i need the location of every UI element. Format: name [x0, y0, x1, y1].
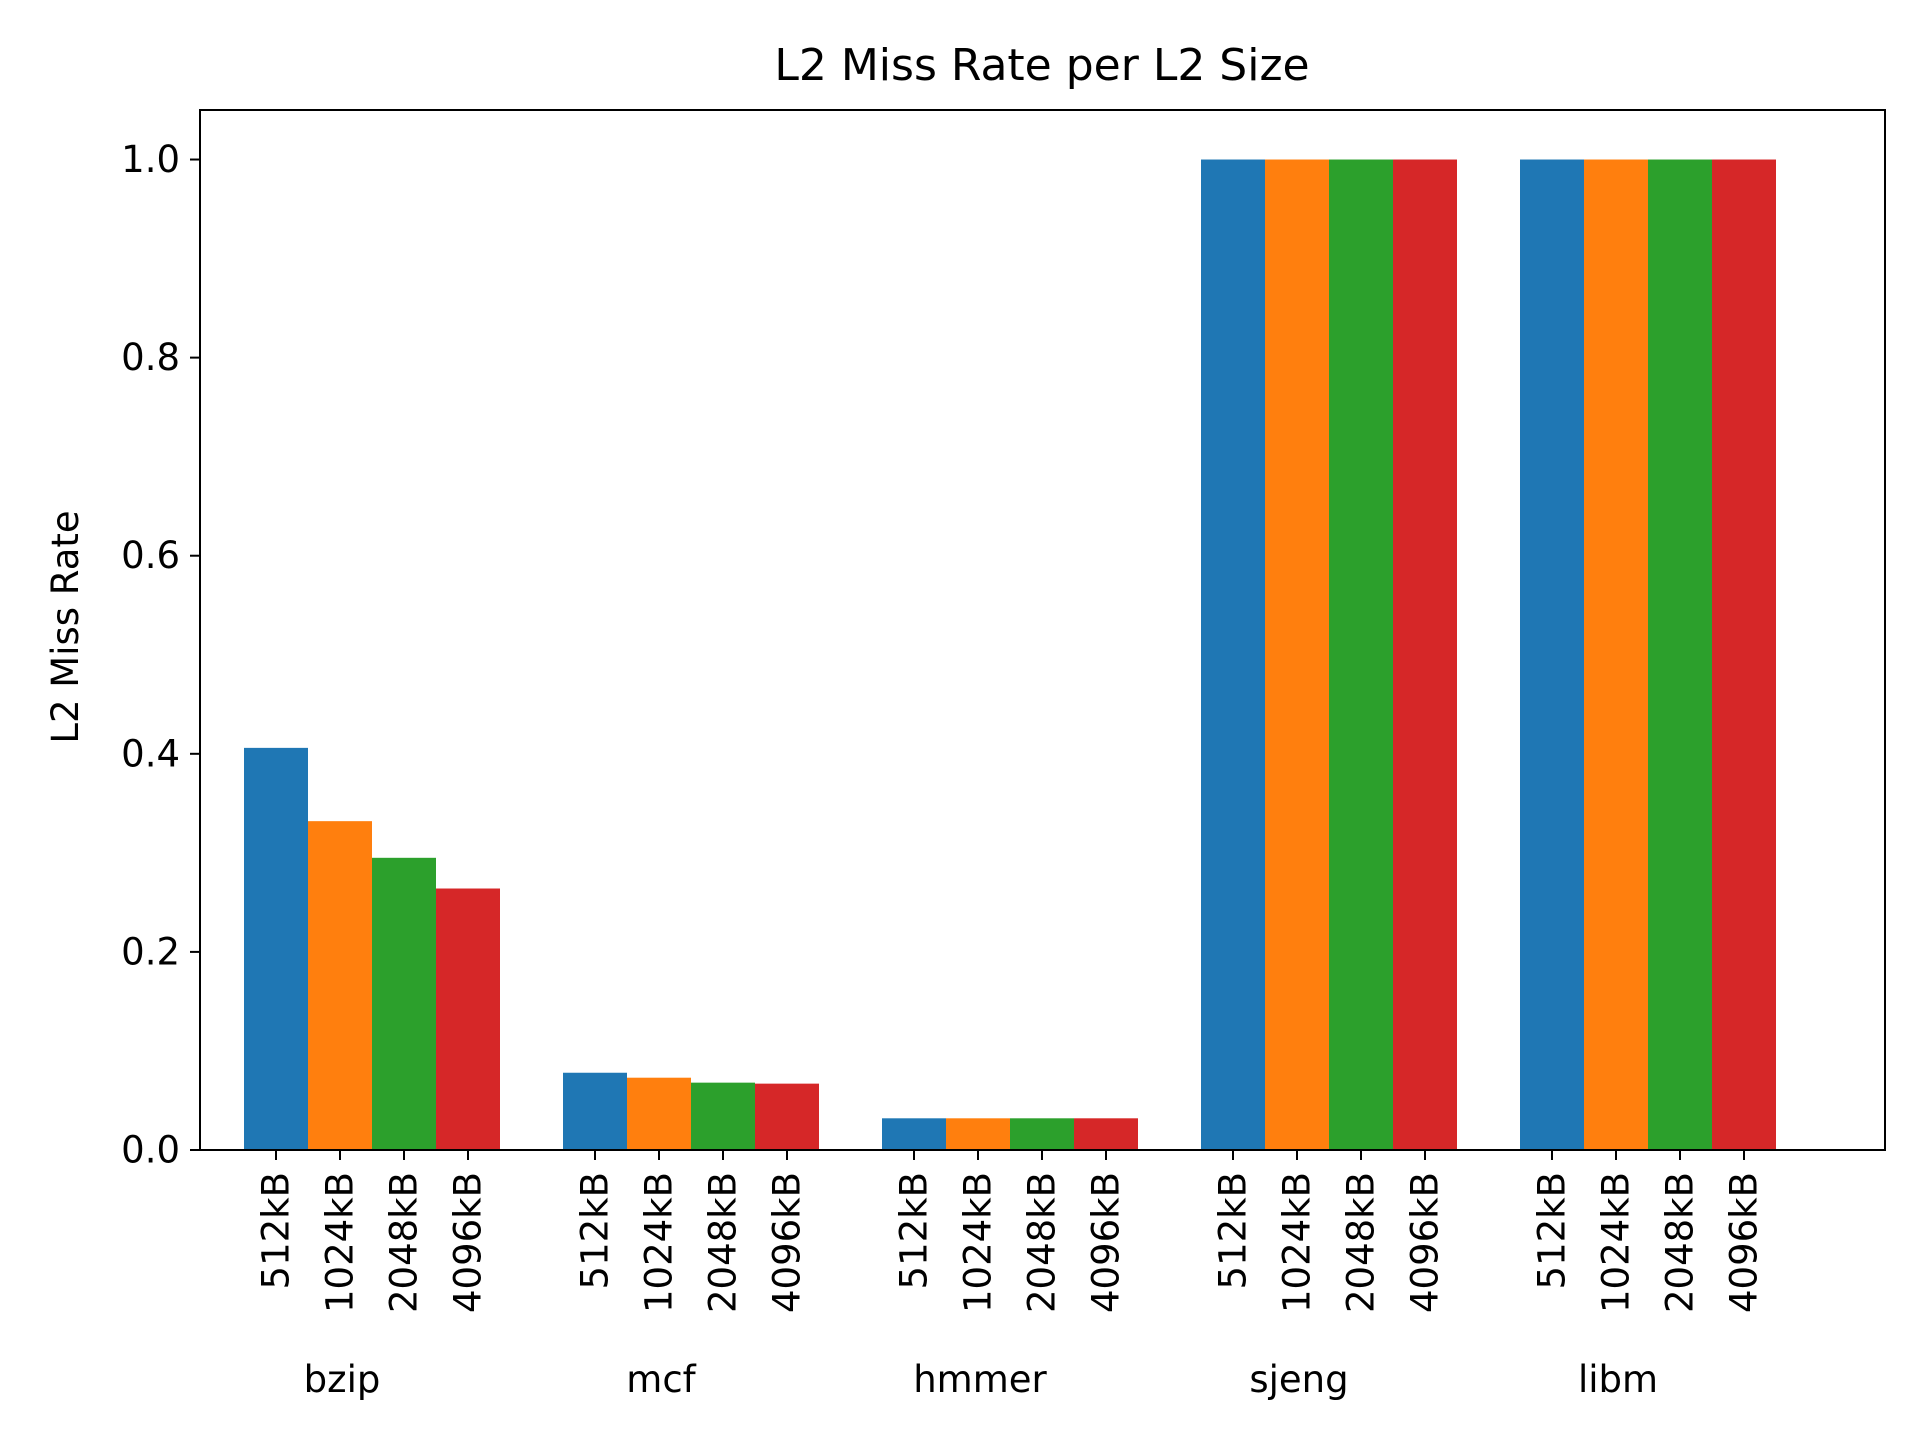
bar-libm-512kB	[1520, 159, 1584, 1150]
bar-bzip-512kB	[244, 747, 308, 1150]
x-tick-label: 4096kB	[766, 1172, 809, 1313]
x-tick-label: 512kB	[893, 1172, 936, 1289]
x-tick-label: 1024kB	[319, 1172, 362, 1313]
x-tick-label: 512kB	[1531, 1172, 1574, 1289]
bar-bzip-4096kB	[436, 888, 500, 1150]
y-tick-label: 0.8	[121, 336, 180, 379]
bar-bzip-1024kB	[308, 821, 372, 1150]
bar-hmmer-2048kB	[1010, 1118, 1074, 1150]
bar-mcf-1024kB	[627, 1077, 691, 1150]
y-axis-label: L2 Miss Rate	[44, 510, 87, 743]
bar-sjeng-512kB	[1201, 159, 1265, 1150]
bar-libm-2048kB	[1648, 159, 1712, 1150]
bar-libm-4096kB	[1712, 159, 1776, 1150]
bar-mcf-512kB	[563, 1072, 627, 1150]
bar-hmmer-512kB	[882, 1118, 946, 1150]
group-label-mcf: mcf	[626, 1358, 696, 1401]
x-tick-label: 512kB	[574, 1172, 617, 1289]
x-tick-label: 512kB	[1212, 1172, 1255, 1289]
bar-bzip-2048kB	[372, 857, 436, 1150]
bar-mcf-2048kB	[691, 1082, 755, 1150]
plot-frame	[199, 109, 1886, 1151]
x-axis: 512kB 1024kB 2048kB 4096kB bzip 512kB 1024kB 20…	[255, 1150, 1766, 1401]
x-tick-label: 4096kB	[1404, 1172, 1447, 1313]
bar-libm-1024kB	[1584, 159, 1648, 1150]
y-axis: 0.0 0.2 0.4 0.6 0.8 1.0	[121, 138, 200, 1172]
bars-layer	[244, 159, 1776, 1150]
bar-sjeng-1024kB	[1265, 159, 1329, 1150]
bar-sjeng-2048kB	[1329, 159, 1393, 1150]
chart-title: L2 Miss Rate per L2 Size	[774, 40, 1309, 91]
x-tick-label: 1024kB	[957, 1172, 1000, 1313]
x-tick-label: 2048kB	[1659, 1172, 1702, 1313]
y-tick-label: 1.0	[121, 138, 180, 181]
y-tick-label: 0.6	[121, 534, 180, 577]
x-tick-label: 4096kB	[1723, 1172, 1766, 1313]
x-tick-label: 4096kB	[447, 1172, 490, 1313]
x-tick-label: 2048kB	[1021, 1172, 1064, 1313]
bar-mcf-4096kB	[755, 1083, 819, 1150]
x-tick-label: 2048kB	[702, 1172, 745, 1313]
bar-sjeng-4096kB	[1393, 159, 1457, 1150]
x-tick-label: 512kB	[255, 1172, 298, 1289]
group-label-sjeng: sjeng	[1249, 1358, 1348, 1401]
group-label-hmmer: hmmer	[913, 1358, 1047, 1401]
y-tick-label: 0.4	[121, 732, 180, 775]
y-tick-label: 0.2	[121, 930, 180, 973]
x-tick-label: 2048kB	[1340, 1172, 1383, 1313]
y-tick-label: 0.0	[121, 1129, 180, 1172]
bar-hmmer-1024kB	[946, 1118, 1010, 1150]
bar-hmmer-4096kB	[1074, 1118, 1138, 1150]
group-label-libm: libm	[1578, 1358, 1658, 1401]
group-label-bzip: bzip	[304, 1358, 381, 1401]
x-tick-label: 1024kB	[1276, 1172, 1319, 1313]
x-tick-label: 4096kB	[1085, 1172, 1128, 1313]
x-tick-label: 1024kB	[638, 1172, 681, 1313]
x-tick-label: 1024kB	[1595, 1172, 1638, 1313]
x-tick-label: 2048kB	[383, 1172, 426, 1313]
